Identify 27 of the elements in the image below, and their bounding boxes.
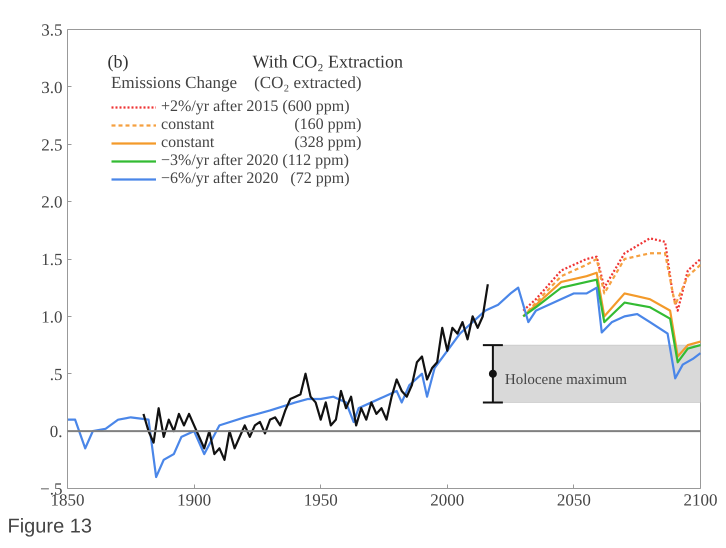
line-series: [522, 237, 700, 312]
x-tick-label: 2050: [556, 490, 591, 510]
legend-label: constant (160 ppm): [161, 116, 362, 134]
legend-label: −3%/yr after 2020 (112 ppm): [161, 152, 349, 170]
legend-label: −6%/yr after 2020 (72 ppm): [161, 170, 350, 188]
legend-label: constant (328 ppm): [161, 134, 362, 152]
caption: Figure 13: [8, 516, 92, 538]
text: With CO₂ Extraction: [252, 52, 404, 72]
legend-title: Emissions Change (CO₂ extracted): [111, 73, 362, 93]
x-tick-label: 1900: [177, 490, 212, 510]
x-tick-label: 1950: [304, 490, 338, 510]
y-tick-label: .5: [50, 364, 62, 384]
y-tick-label: 1.5: [41, 250, 62, 269]
y-tick-label: 0.: [50, 422, 62, 442]
line-series: [142, 283, 489, 461]
y-tick-label: 3.5: [41, 20, 62, 40]
x-tick-label: 2100: [684, 490, 718, 510]
legend-label: +2%/yr after 2015 (600 ppm): [161, 98, 350, 116]
y-tick-label: 2.5: [41, 135, 62, 154]
x-tick-label: 2000: [430, 490, 464, 510]
band-label: Holocene maximum: [504, 372, 628, 388]
y-tick-label: 3.0: [41, 78, 62, 97]
y-tick-label: 2.0: [41, 192, 62, 212]
annotation: (b): [108, 52, 128, 72]
line-series: [522, 252, 700, 318]
y-tick-label: 1.0: [41, 307, 62, 326]
line-series: [68, 286, 700, 478]
